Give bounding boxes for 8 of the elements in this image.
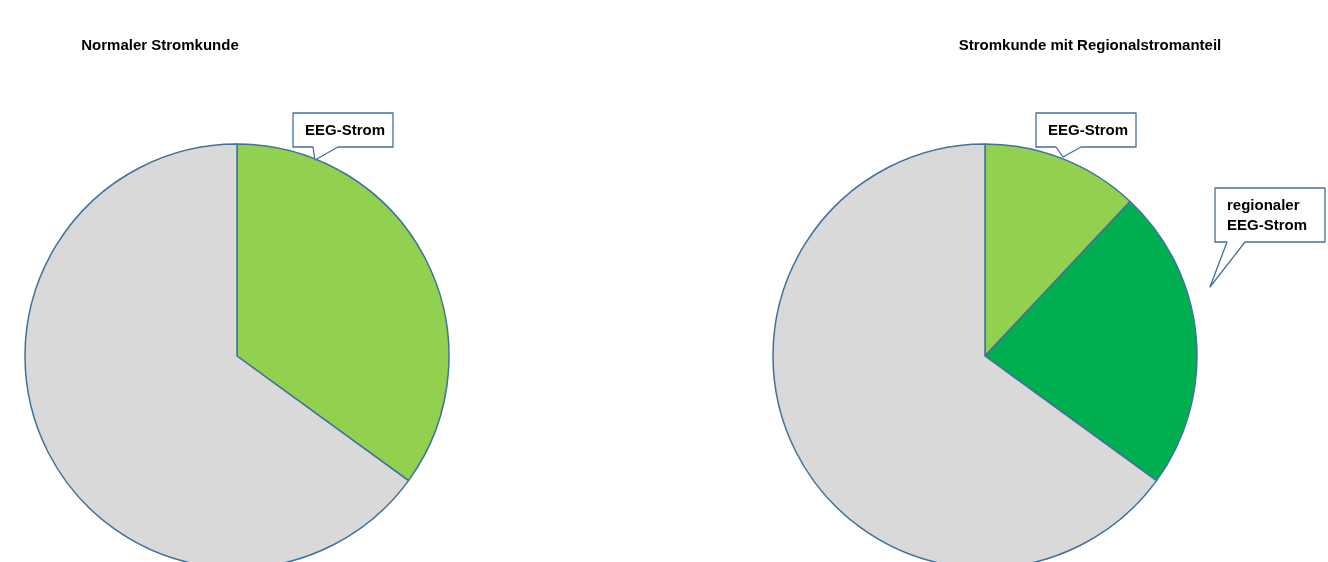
slice-label: EEG-Strom	[305, 121, 386, 138]
slice-label: regionaler EEG-Strom	[1227, 196, 1308, 233]
speech-bubble: EEG-Strom	[1035, 112, 1137, 158]
speech-bubble: regionaler EEG-Strom	[1209, 187, 1326, 288]
chart-title: Stromkunde mit Regionalstromanteil	[958, 36, 1222, 53]
chart-title: Normaler Stromkunde	[81, 36, 239, 53]
slice-label: EEG-Strom	[1048, 121, 1129, 138]
speech-bubble: EEG-Strom	[292, 112, 394, 161]
